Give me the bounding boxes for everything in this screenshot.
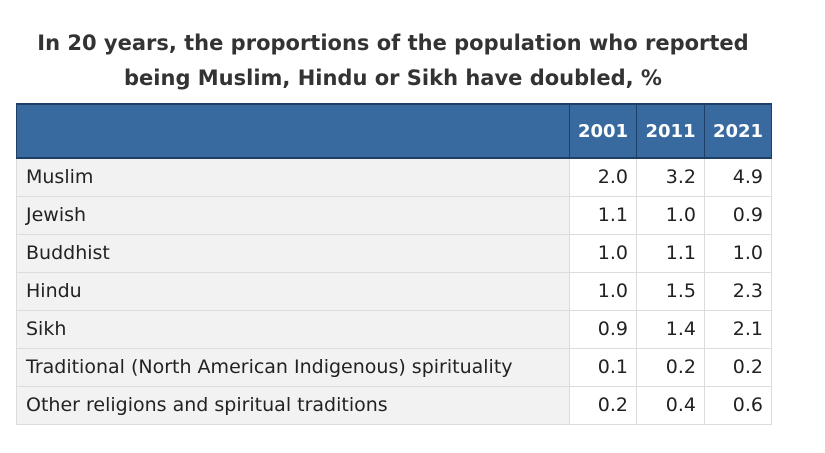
header-category-cell: [16, 103, 570, 159]
chart-title-line-2: being Muslim, Hindu or Sikh have doubled…: [124, 66, 662, 90]
cell-value: 2.0: [569, 157, 637, 197]
cell-value: 0.4: [636, 385, 705, 425]
cell-value: 1.0: [636, 195, 705, 235]
cell-value: 3.2: [636, 157, 705, 197]
chart-title-line-1: In 20 years, the proportions of the popu…: [37, 31, 749, 55]
cell-value: 1.0: [704, 233, 772, 273]
cell-value: 4.9: [704, 157, 772, 197]
cell-value: 2.1: [704, 309, 772, 349]
cell-value: 0.2: [636, 347, 705, 387]
cell-value: 0.9: [704, 195, 772, 235]
cell-value: 0.2: [569, 385, 637, 425]
cell-value: 0.2: [704, 347, 772, 387]
table-row: Jewish 1.1 1.0 0.9: [16, 195, 772, 235]
table-row: Other religions and spiritual traditions…: [16, 385, 772, 425]
table-row: Buddhist 1.0 1.1 1.0: [16, 233, 772, 273]
cell-value: 1.5: [636, 271, 705, 311]
cell-value: 1.0: [569, 233, 637, 273]
cell-value: 0.6: [704, 385, 772, 425]
table-row: Muslim 2.0 3.2 4.9: [16, 157, 772, 197]
chart-title: In 20 years, the proportions of the popu…: [0, 26, 786, 96]
row-label: Sikh: [16, 309, 570, 349]
row-label: Muslim: [16, 157, 570, 197]
row-label: Traditional (North American Indigenous) …: [16, 347, 570, 387]
table-row: Sikh 0.9 1.4 2.1: [16, 309, 772, 349]
cell-value: 1.1: [636, 233, 705, 273]
row-label: Hindu: [16, 271, 570, 311]
row-label: Jewish: [16, 195, 570, 235]
header-row: 2001 2011 2021: [16, 103, 772, 159]
cell-value: 0.9: [569, 309, 637, 349]
header-year-2001: 2001: [569, 103, 637, 159]
cell-value: 2.3: [704, 271, 772, 311]
row-label: Other religions and spiritual traditions: [16, 385, 570, 425]
table-row: Hindu 1.0 1.5 2.3: [16, 271, 772, 311]
table-row: Traditional (North American Indigenous) …: [16, 347, 772, 387]
cell-value: 1.0: [569, 271, 637, 311]
header-year-2011: 2011: [636, 103, 705, 159]
data-table: 2001 2011 2021 Muslim 2.0 3.2 4.9 Jewish…: [16, 103, 772, 425]
cell-value: 1.1: [569, 195, 637, 235]
header-year-2021: 2021: [704, 103, 772, 159]
cell-value: 0.1: [569, 347, 637, 387]
cell-value: 1.4: [636, 309, 705, 349]
row-label: Buddhist: [16, 233, 570, 273]
